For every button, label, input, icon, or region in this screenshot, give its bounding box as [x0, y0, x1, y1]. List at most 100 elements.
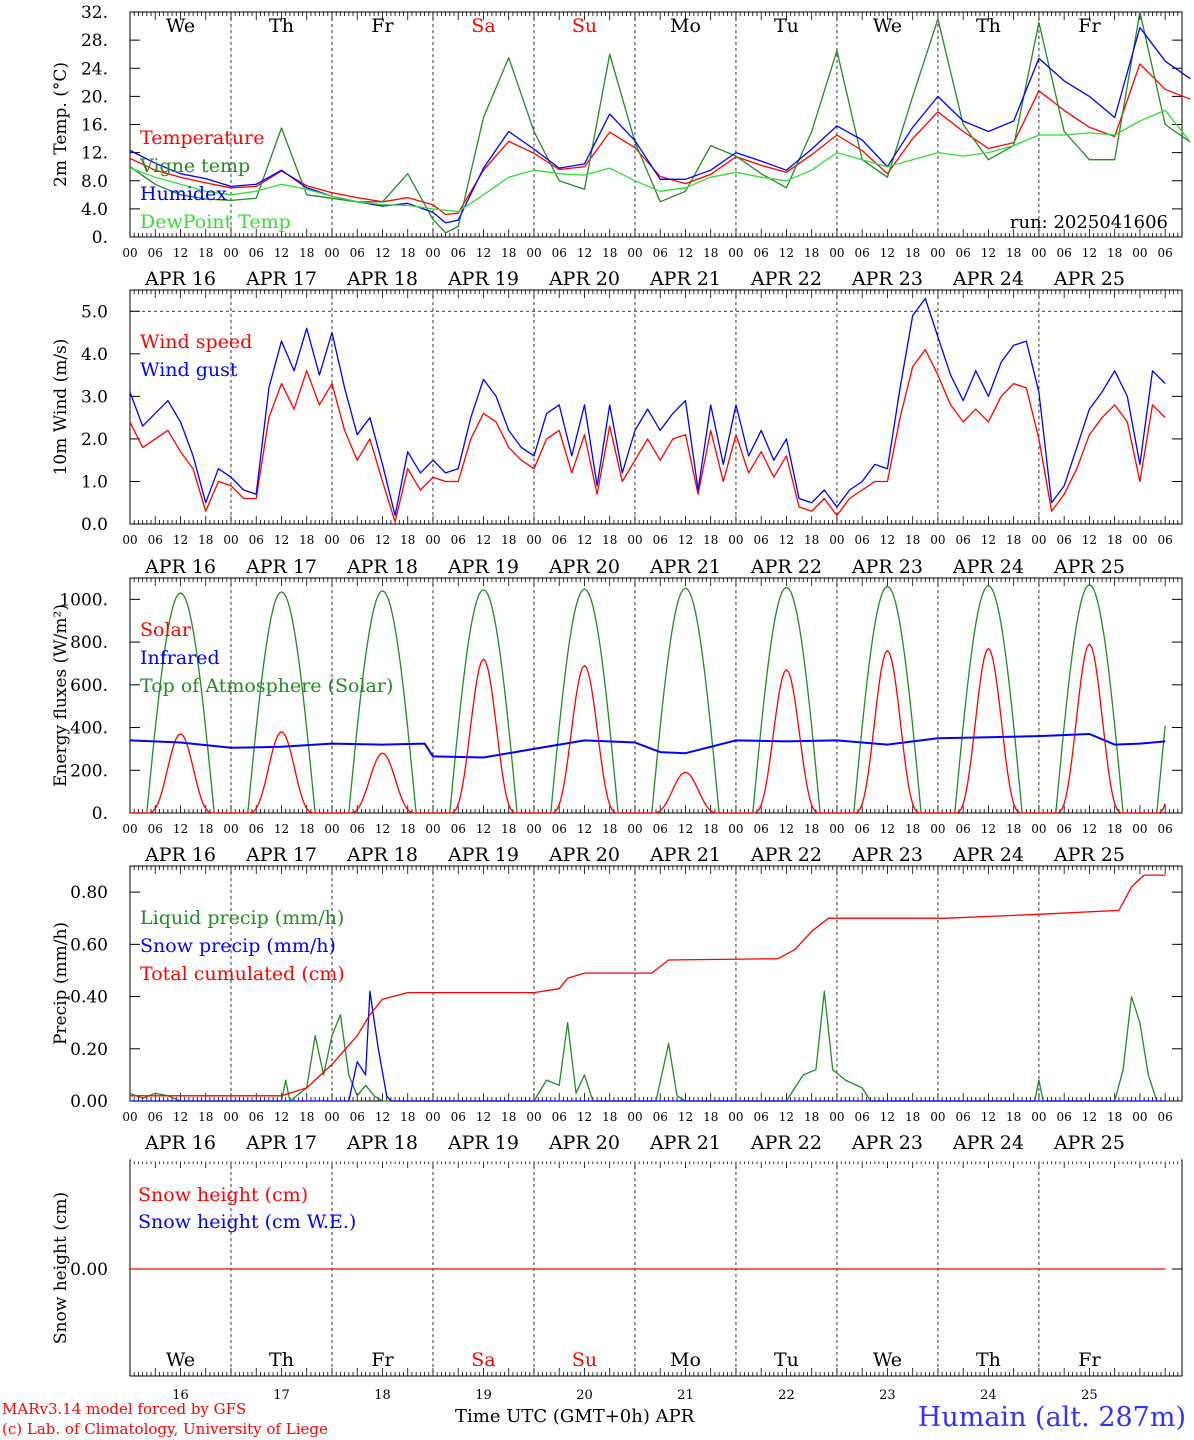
model-credit: MARv3.14 model forced by GFS: [2, 1400, 247, 1418]
panel-frame: [129, 11, 1183, 238]
series-infrared: [129, 733, 1166, 759]
hour-tick-label: 18: [905, 533, 920, 547]
y-tick-label: 20.: [81, 87, 108, 107]
date-label: APR 19: [447, 844, 519, 866]
weekday-label: We: [166, 15, 195, 37]
hour-tick-label: 06: [1158, 533, 1173, 547]
hour-tick-label: 12: [274, 1110, 289, 1124]
hour-tick-label: 06: [855, 1110, 870, 1124]
hour-tick-label: 06: [956, 246, 971, 260]
hour-tick-label: 18: [602, 1110, 617, 1124]
hour-tick-label: 12: [678, 246, 693, 260]
hour-tick-label: 00: [223, 1110, 238, 1124]
y-axis-label: Snow height (cm): [51, 1192, 71, 1344]
y-axis-label: 10m Wind (m/s): [51, 339, 71, 476]
hour-tick-label: 00: [728, 533, 743, 547]
hour-tick-label: 06: [754, 822, 769, 836]
panel-1: 0. 4.0 8.0 12. 16. 20. 24. 28. 32. 2m Temp. (°C) W…: [51, 3, 1191, 290]
y-tick-label: 0.00: [70, 1092, 108, 1112]
hour-tick-label: 12: [1082, 822, 1097, 836]
hour-tick-label: 06: [1158, 246, 1173, 260]
hour-tick-label: 00: [627, 246, 642, 260]
hour-tick-label: 00: [930, 1110, 945, 1124]
date-label: APR 23: [851, 1132, 923, 1154]
legend-entry: Snow precip (mm/h): [140, 935, 336, 957]
hour-tick-label: 06: [855, 246, 870, 260]
hour-tick-label: 18: [198, 1110, 213, 1124]
hour-tick-label: 12: [476, 246, 491, 260]
panel-4: 0.00 0.20 0.40 0.60 0.80 Precip (mm/h) Liquid …: [51, 865, 1183, 1154]
hour-tick-label: 18: [905, 1110, 920, 1124]
hour-tick-label: 00: [627, 1110, 642, 1124]
series-liquid-precip-mm-h-: [129, 990, 1158, 1102]
hour-tick-label: 00: [1031, 533, 1046, 547]
hour-tick-label: 18: [905, 246, 920, 260]
date-label: APR 21: [649, 1132, 721, 1154]
hour-tick-label: 18: [1107, 822, 1122, 836]
hour-tick-label: 18: [804, 822, 819, 836]
y-tick-label: 0.0: [81, 515, 108, 535]
hour-tick-label: 18: [804, 533, 819, 547]
hour-tick-label: 18: [400, 822, 415, 836]
hour-tick-label: 00: [627, 822, 642, 836]
hour-tick-label: 12: [779, 1110, 794, 1124]
hour-tick-label: 06: [956, 822, 971, 836]
y-axis-label: Precip (mm/h): [51, 922, 71, 1045]
hour-tick-label: 06: [653, 533, 668, 547]
hour-tick-label: 18: [905, 822, 920, 836]
hour-tick-label: 18: [703, 1110, 718, 1124]
hour-tick-label: 06: [754, 1110, 769, 1124]
day-number-label: 18: [374, 1388, 391, 1403]
date-label: APR 25: [1053, 1132, 1125, 1154]
hour-tick-label: 06: [754, 246, 769, 260]
hour-tick-label: 06: [451, 822, 466, 836]
weekday-label: Sa: [471, 1349, 495, 1371]
hour-tick-label: 00: [1132, 1110, 1147, 1124]
legend-entry: Vigne temp: [139, 155, 250, 177]
y-tick-label: 1000.: [59, 590, 108, 610]
hour-tick-label: 12: [678, 1110, 693, 1124]
hour-tick-label: 18: [1107, 1110, 1122, 1124]
hour-tick-label: 00: [223, 822, 238, 836]
hour-tick-label: 12: [173, 533, 188, 547]
date-label: APR 25: [1053, 268, 1125, 290]
hour-tick-label: 00: [1132, 246, 1147, 260]
date-label: APR 20: [548, 844, 620, 866]
weekday-label: Su: [572, 1349, 597, 1371]
series-total-cumulated-cm-: [130, 874, 1166, 1097]
weekday-label: Fr: [371, 1349, 394, 1371]
weekday-label: We: [873, 15, 902, 37]
hour-tick-label: 06: [552, 246, 567, 260]
hour-tick-label: 00: [728, 246, 743, 260]
legend-entry: Snow height (cm W.E.): [138, 1211, 356, 1233]
weekday-label: Fr: [371, 15, 394, 37]
hour-tick-label: 18: [299, 246, 314, 260]
hour-tick-label: 06: [148, 533, 163, 547]
y-tick-label: 0.60: [70, 935, 108, 955]
date-label: APR 18: [346, 1132, 418, 1154]
hour-tick-label: 00: [324, 533, 339, 547]
day-number-label: 17: [273, 1388, 290, 1403]
date-label: APR 19: [447, 556, 519, 578]
series-vigne-temp: [129, 11, 1191, 234]
hour-tick-label: 12: [880, 533, 895, 547]
hour-tick-label: 00: [829, 533, 844, 547]
y-tick-label: 12.: [81, 144, 108, 164]
date-label: APR 18: [346, 844, 418, 866]
legend-entry: Infrared: [140, 647, 220, 669]
hour-tick-label: 00: [122, 822, 137, 836]
hour-tick-label: 12: [476, 533, 491, 547]
hour-tick-label: 06: [855, 533, 870, 547]
hour-tick-label: 12: [779, 822, 794, 836]
hour-tick-label: 12: [577, 533, 592, 547]
hour-tick-label: 00: [930, 533, 945, 547]
day-number-label: 21: [677, 1388, 694, 1403]
hour-tick-label: 18: [299, 1110, 314, 1124]
hour-tick-label: 00: [223, 533, 238, 547]
hour-tick-label: 06: [350, 1110, 365, 1124]
hour-tick-label: 00: [1132, 822, 1147, 836]
hour-tick-label: 12: [577, 1110, 592, 1124]
y-tick-label: 800.: [70, 633, 108, 653]
hour-tick-label: 18: [1107, 246, 1122, 260]
hour-tick-label: 00: [324, 1110, 339, 1124]
